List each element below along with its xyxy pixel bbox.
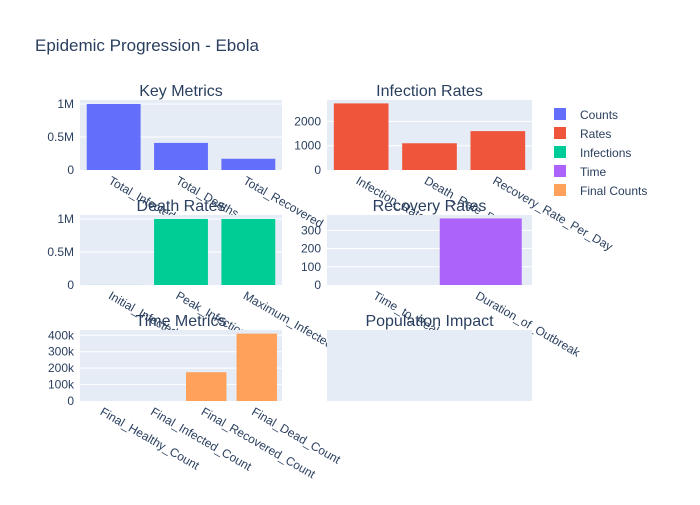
bar	[471, 131, 526, 170]
bar	[154, 143, 208, 170]
bar	[334, 103, 389, 170]
subplot-title: Time Metrics	[136, 313, 227, 330]
y-tick-label: 0	[314, 278, 321, 292]
legend-label: Infections	[580, 146, 631, 160]
legend-item[interactable]: Rates	[554, 127, 611, 141]
legend-item[interactable]: Time	[554, 165, 607, 179]
subplot-title: Infection Rates	[376, 83, 483, 100]
legend-swatch	[554, 146, 566, 158]
subplot-title: Death Rates	[137, 198, 226, 215]
y-tick-label: 300	[301, 223, 321, 237]
bar	[154, 219, 208, 285]
y-tick-label: 400k	[48, 328, 75, 342]
legend-swatch	[554, 165, 566, 177]
y-tick-label: 300k	[48, 345, 75, 359]
bar	[440, 218, 522, 285]
legend-label: Time	[580, 165, 607, 179]
legend-swatch	[554, 184, 566, 196]
legend-swatch	[554, 108, 566, 120]
subplot-title: Recovery Rates	[373, 198, 487, 215]
y-tick-label: 1M	[57, 97, 74, 111]
y-tick-label: 2000	[294, 114, 321, 128]
legend-swatch	[554, 127, 566, 139]
bar	[87, 104, 141, 170]
legend-label: Rates	[580, 127, 611, 141]
y-tick-label: 1000	[294, 139, 321, 153]
y-tick-label: 0.5M	[47, 245, 74, 259]
legend-label: Final Counts	[580, 184, 647, 198]
bar	[237, 334, 277, 401]
y-tick-label: 0	[67, 163, 74, 177]
y-tick-label: 0	[67, 394, 74, 408]
y-tick-label: 0.5M	[47, 130, 74, 144]
y-tick-label: 200	[301, 242, 321, 256]
legend-label: Counts	[580, 108, 618, 122]
legend-item[interactable]: Final Counts	[554, 184, 647, 198]
subplot-title: Key Metrics	[139, 83, 223, 100]
subplot-6	[327, 330, 532, 401]
bar	[402, 143, 457, 170]
plot-background	[327, 330, 532, 401]
subplot-title: Population Impact	[365, 313, 494, 330]
subplot-5: 0100k200k300k400kFinal_Healthy_CountFina…	[48, 328, 344, 481]
bar	[221, 159, 275, 170]
y-tick-label: 100k	[48, 378, 75, 392]
y-tick-label: 0	[67, 278, 74, 292]
legend-item[interactable]: Counts	[554, 108, 618, 122]
legend-item[interactable]: Infections	[554, 146, 631, 160]
y-tick-label: 1M	[57, 212, 74, 226]
y-tick-label: 100	[301, 260, 321, 274]
bar	[186, 372, 226, 401]
bar	[221, 219, 275, 285]
y-tick-label: 200k	[48, 361, 75, 375]
chart-title: Epidemic Progression - Ebola	[35, 36, 259, 55]
y-tick-label: 0	[314, 163, 321, 177]
